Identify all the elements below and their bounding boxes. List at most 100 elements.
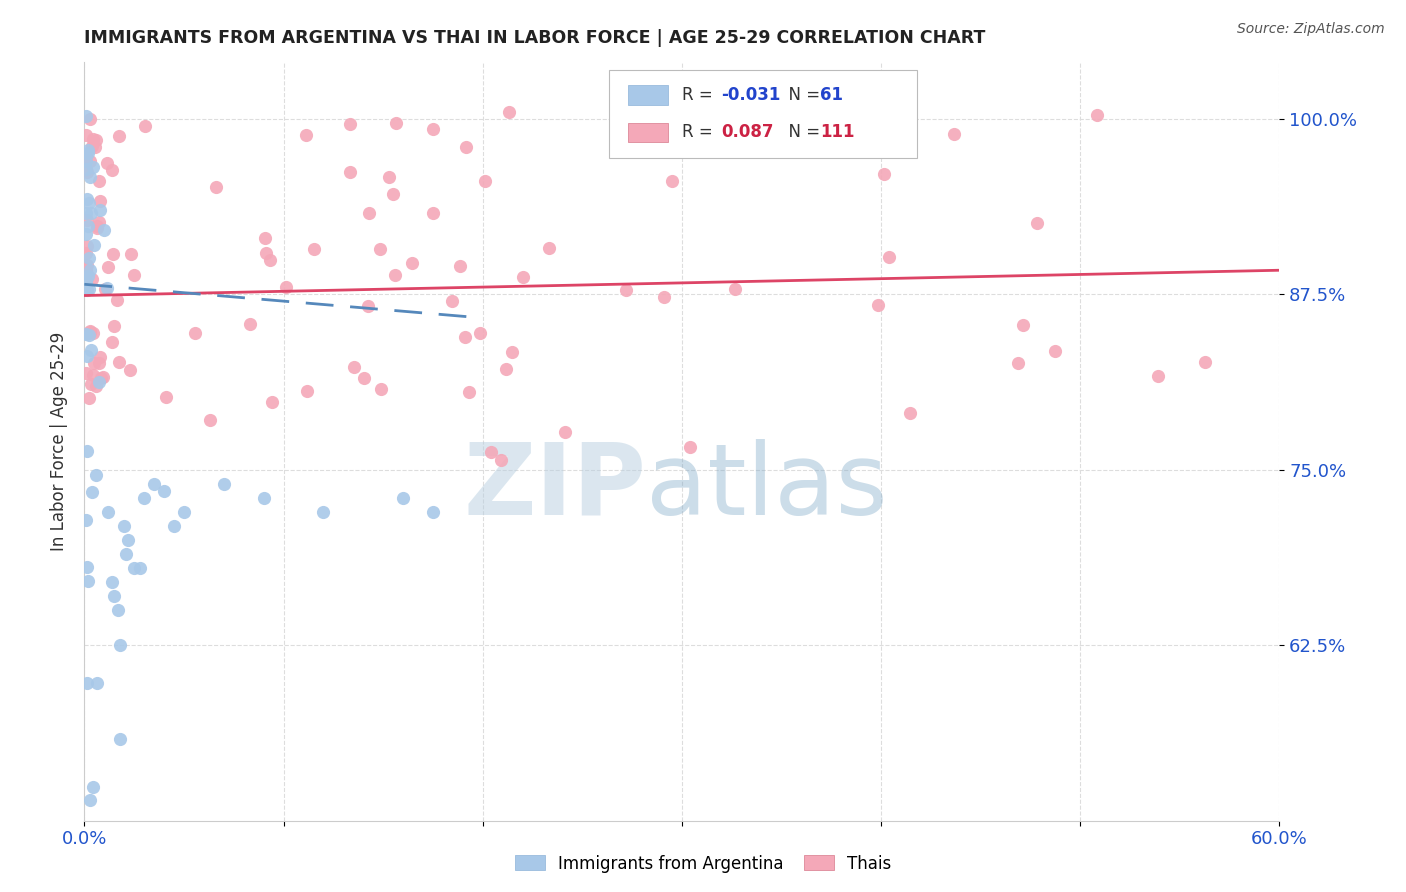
- Point: [554, 425, 576, 440]
- Point: [97, 505, 120, 519]
- Point: [75, 246, 97, 260]
- Point: [77, 252, 100, 266]
- Point: [82, 132, 104, 146]
- Point: [83, 139, 105, 153]
- Point: [339, 117, 361, 131]
- Text: IMMIGRANTS FROM ARGENTINA VS THAI IN LABOR FORCE | AGE 25-29 CORRELATION CHART: IMMIGRANTS FROM ARGENTINA VS THAI IN LAB…: [84, 29, 986, 47]
- Point: [86, 675, 108, 690]
- Point: [401, 256, 423, 270]
- Point: [96, 156, 118, 170]
- Point: [82, 139, 104, 153]
- Point: [274, 280, 297, 294]
- Point: [79, 792, 101, 806]
- Point: [898, 406, 921, 420]
- Point: [877, 251, 900, 265]
- Point: [872, 168, 894, 182]
- Point: [866, 298, 889, 312]
- Point: [75, 261, 97, 276]
- Point: [103, 318, 125, 333]
- Text: -0.031: -0.031: [721, 87, 780, 104]
- Point: [110, 732, 132, 747]
- Point: [200, 413, 222, 427]
- Text: Source: ZipAtlas.com: Source: ZipAtlas.com: [1237, 22, 1385, 37]
- Point: [89, 194, 111, 209]
- Point: [943, 127, 966, 141]
- Point: [422, 505, 444, 519]
- Point: [370, 382, 392, 396]
- Point: [89, 375, 111, 389]
- Point: [75, 272, 97, 286]
- Point: [155, 390, 177, 404]
- Point: [82, 484, 104, 499]
- Point: [122, 268, 145, 282]
- Point: [80, 377, 103, 392]
- Point: [357, 299, 380, 313]
- Point: [75, 149, 97, 163]
- Point: [107, 355, 129, 369]
- Point: [76, 213, 98, 227]
- Point: [77, 574, 100, 588]
- Point: [474, 174, 496, 188]
- Point: [456, 140, 478, 154]
- Point: [101, 574, 124, 589]
- Point: [87, 215, 110, 229]
- Point: [262, 395, 284, 409]
- Point: [75, 162, 97, 177]
- Point: [1085, 108, 1108, 122]
- Point: [79, 170, 101, 185]
- Point: [295, 128, 318, 142]
- Text: N =: N =: [778, 87, 825, 104]
- Point: [118, 363, 141, 377]
- Point: [183, 326, 205, 341]
- Point: [679, 440, 702, 454]
- Point: [1043, 344, 1066, 359]
- Point: [87, 356, 110, 370]
- Point: [97, 260, 120, 275]
- Point: [90, 371, 112, 385]
- Point: [77, 326, 100, 340]
- Point: [1026, 216, 1049, 230]
- Point: [343, 360, 366, 375]
- Point: [79, 282, 101, 296]
- Point: [422, 121, 444, 136]
- Point: [75, 366, 97, 380]
- Point: [153, 483, 176, 498]
- Point: [498, 105, 520, 120]
- Point: [1194, 355, 1216, 369]
- Point: [1007, 355, 1029, 369]
- Point: [384, 268, 406, 282]
- Point: [77, 391, 100, 405]
- Point: [79, 206, 101, 220]
- Text: R =: R =: [682, 123, 718, 141]
- Point: [239, 317, 262, 331]
- Point: [76, 238, 98, 252]
- Point: [83, 238, 105, 252]
- Point: [129, 561, 152, 575]
- Text: 111: 111: [820, 123, 855, 141]
- Text: N =: N =: [778, 123, 825, 141]
- Point: [134, 119, 156, 133]
- Point: [77, 143, 100, 157]
- Point: [87, 174, 110, 188]
- Point: [259, 253, 281, 268]
- Text: R =: R =: [682, 87, 718, 104]
- Point: [302, 242, 325, 256]
- Point: [77, 328, 100, 343]
- Point: [105, 293, 128, 307]
- Point: [120, 247, 142, 261]
- Point: [93, 282, 115, 296]
- Point: [101, 335, 124, 350]
- Point: [79, 196, 101, 211]
- Point: [84, 379, 107, 393]
- Y-axis label: In Labor Force | Age 25-29: In Labor Force | Age 25-29: [49, 332, 67, 551]
- Point: [512, 270, 534, 285]
- Point: [76, 444, 98, 458]
- Point: [107, 603, 129, 617]
- Point: [108, 128, 131, 143]
- Point: [661, 174, 683, 188]
- Point: [254, 246, 277, 260]
- Point: [495, 362, 517, 376]
- Point: [312, 505, 335, 519]
- Point: [468, 326, 491, 340]
- Point: [441, 294, 464, 309]
